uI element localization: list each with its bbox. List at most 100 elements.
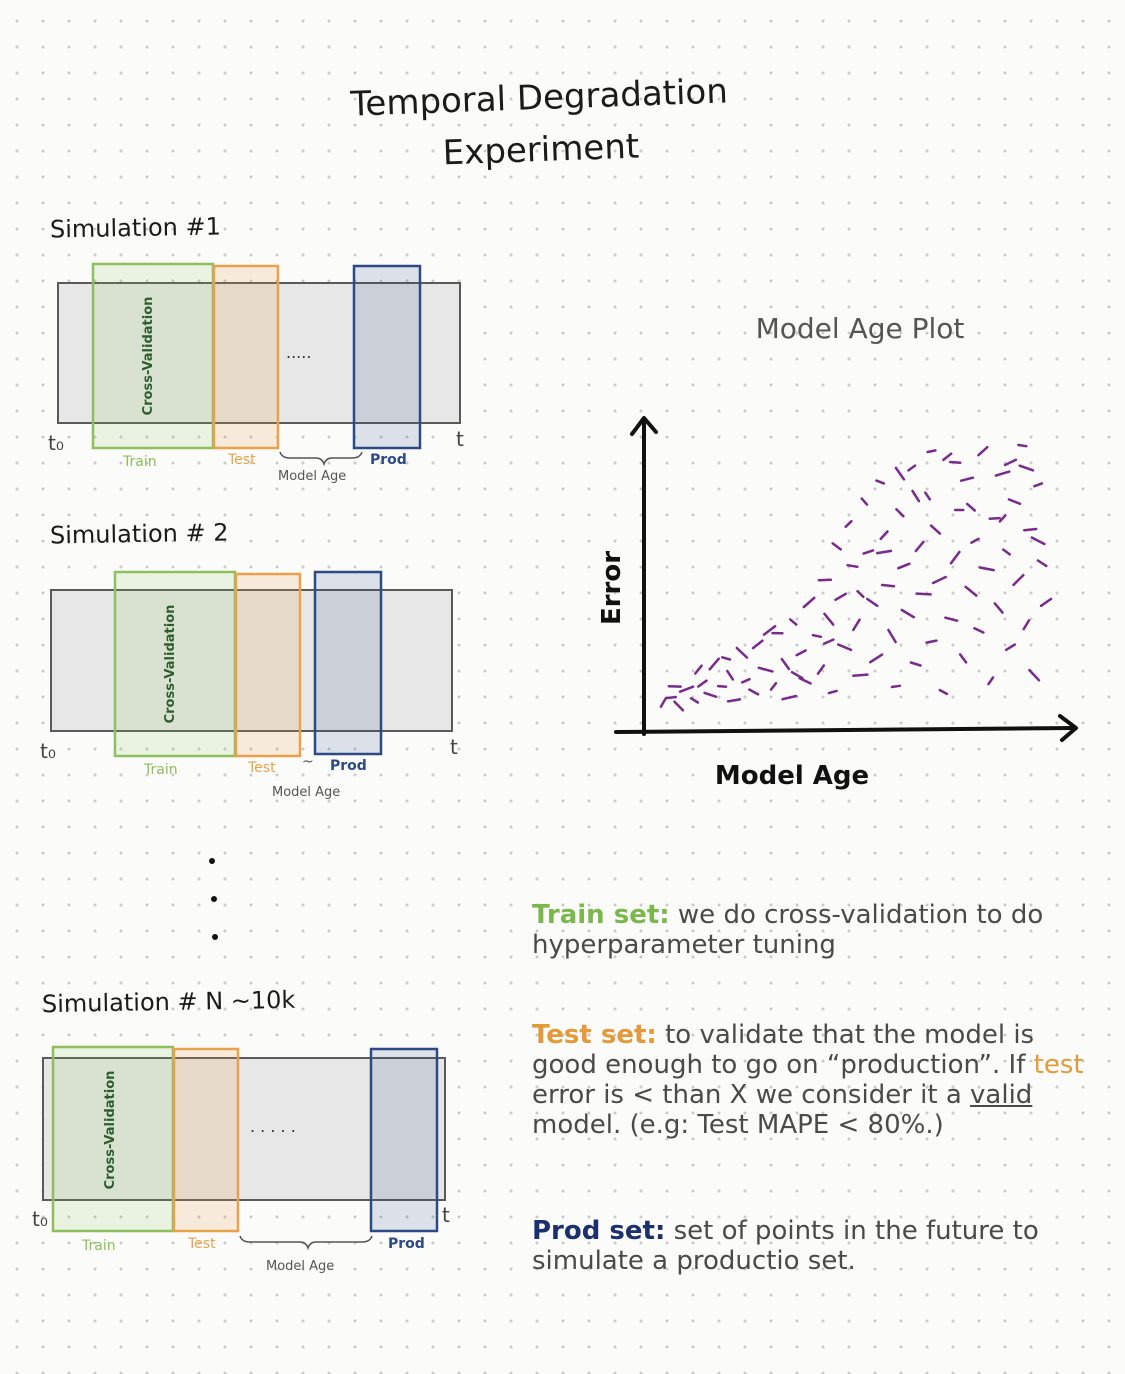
train-window	[113, 570, 237, 758]
test-label: Test	[227, 452, 256, 468]
scatter-point	[911, 489, 921, 503]
model-age-label: Model Age	[278, 469, 346, 484]
scatter-point	[924, 491, 932, 501]
prod-set-heading: Prod set:	[532, 1216, 666, 1246]
scatter-point	[726, 669, 735, 681]
prod-label: Prod	[388, 1236, 425, 1252]
scatter-point	[1012, 573, 1025, 587]
scatter-point	[802, 596, 816, 609]
test-note: Test set: to validate that the model is …	[532, 1020, 1102, 1140]
scatter-point	[978, 566, 995, 572]
scatter-point	[1033, 482, 1044, 488]
test-set-heading: Test set:	[532, 1020, 657, 1050]
scatter-point	[673, 700, 685, 712]
scatter-point	[879, 530, 889, 541]
scatter-point	[846, 563, 859, 569]
scatter-point	[1004, 643, 1017, 652]
train-window	[91, 262, 215, 450]
scatter-point	[757, 666, 774, 673]
ellipsis-dot	[211, 896, 217, 902]
test-label: Test	[247, 760, 276, 776]
simulation-1-label: Simulation #1	[49, 212, 222, 244]
scatter-point	[689, 697, 700, 704]
train-set-heading: Train set:	[532, 900, 670, 930]
test-window	[172, 1047, 240, 1233]
simulation-2-diagram: Cross-Validation t₀ t Train Test ~ Model…	[40, 570, 458, 800]
gap-dots: .....	[286, 343, 311, 362]
timeline-bar	[42, 1057, 446, 1201]
t-label: t	[450, 735, 458, 759]
test-window	[212, 264, 280, 450]
model-age-label: Model Age	[266, 1259, 334, 1274]
train-window	[51, 1045, 175, 1233]
cross-validation-label: Cross-Validation	[141, 297, 156, 416]
scatter-point	[964, 585, 978, 597]
timeline-bar	[50, 589, 453, 732]
scatter-point	[949, 550, 961, 565]
scatter-point	[970, 537, 980, 544]
scatter-point	[938, 688, 949, 696]
cross-validation-label: Cross-Validation	[163, 605, 178, 724]
y-axis-arrow-icon	[630, 416, 658, 436]
model-age-plot: Model Age Plot Error Model Age	[597, 312, 1078, 791]
scatter-point	[1018, 464, 1035, 472]
scatter-point	[795, 649, 807, 657]
scatter-point	[823, 612, 835, 626]
test-window	[234, 572, 302, 758]
scatter-point	[880, 583, 896, 588]
scatter-point	[988, 516, 1001, 520]
scatter-point	[678, 685, 695, 693]
prod-window	[313, 570, 383, 756]
train-label: Train	[81, 1238, 116, 1254]
scatter-point	[721, 656, 732, 661]
scatter-point	[834, 592, 848, 602]
test-set-text-3: model. (e.g: Test MAPE < 80%.)	[532, 1110, 944, 1140]
scatter-point	[931, 575, 947, 585]
scatter-point	[915, 592, 932, 596]
scatter-point	[659, 698, 667, 708]
scatter-point	[781, 694, 798, 701]
test-set-text-1: to validate that the model is good enoug…	[532, 1020, 1035, 1080]
scatter-point	[993, 602, 1004, 614]
scatter-point	[726, 698, 742, 703]
gap-dots: . . . . .	[250, 1117, 296, 1136]
scatter-point	[664, 695, 678, 700]
model-age-brace	[239, 1235, 373, 1251]
scatter-point	[769, 681, 778, 691]
scatter-point	[897, 562, 911, 570]
scatter-point	[762, 624, 777, 636]
prod-set-text: set of points in the future to simulate …	[532, 1216, 1039, 1276]
simulation-n-label: Simulation # N ~10k	[41, 985, 296, 1019]
cross-validation-label: Cross-Validation	[103, 1071, 118, 1190]
scatter-point	[844, 519, 853, 529]
scatter-point	[716, 684, 728, 688]
test-word: test	[1033, 1050, 1084, 1080]
scatter-point	[958, 653, 968, 664]
scatter-point	[1002, 548, 1012, 556]
scatter-point	[944, 616, 959, 622]
scatter-point	[831, 542, 842, 551]
scatter-point	[895, 508, 905, 518]
prod-note: Prod set: set of points in the future to…	[532, 1216, 1102, 1276]
scatter-point	[788, 618, 798, 626]
model-age-brace	[279, 451, 363, 467]
scatter-point	[973, 627, 985, 634]
scatter-point	[816, 664, 826, 675]
test-set-text-2: error is < than X we consider it a	[532, 1080, 962, 1110]
scatter-point	[926, 449, 937, 454]
prod-label: Prod	[330, 758, 367, 774]
scatter-point	[811, 633, 823, 639]
scatter-point	[1023, 527, 1038, 532]
prod-window	[369, 1047, 439, 1233]
scatter-point	[856, 589, 865, 599]
t-label: t	[442, 1203, 450, 1227]
scatter-point	[1039, 597, 1053, 608]
scatter-point	[703, 691, 718, 698]
scatter-point	[1022, 619, 1031, 631]
scatter-point	[866, 597, 879, 608]
train-label: Train	[143, 762, 178, 778]
simulation-n-diagram: Cross-Validation . . . . . t₀ t Train Te…	[32, 1045, 450, 1274]
simulation-1-diagram: Cross-Validation ..... t₀ t Train Test M…	[48, 262, 464, 484]
prod-label: Prod	[370, 452, 407, 468]
scatter-point	[694, 664, 703, 675]
